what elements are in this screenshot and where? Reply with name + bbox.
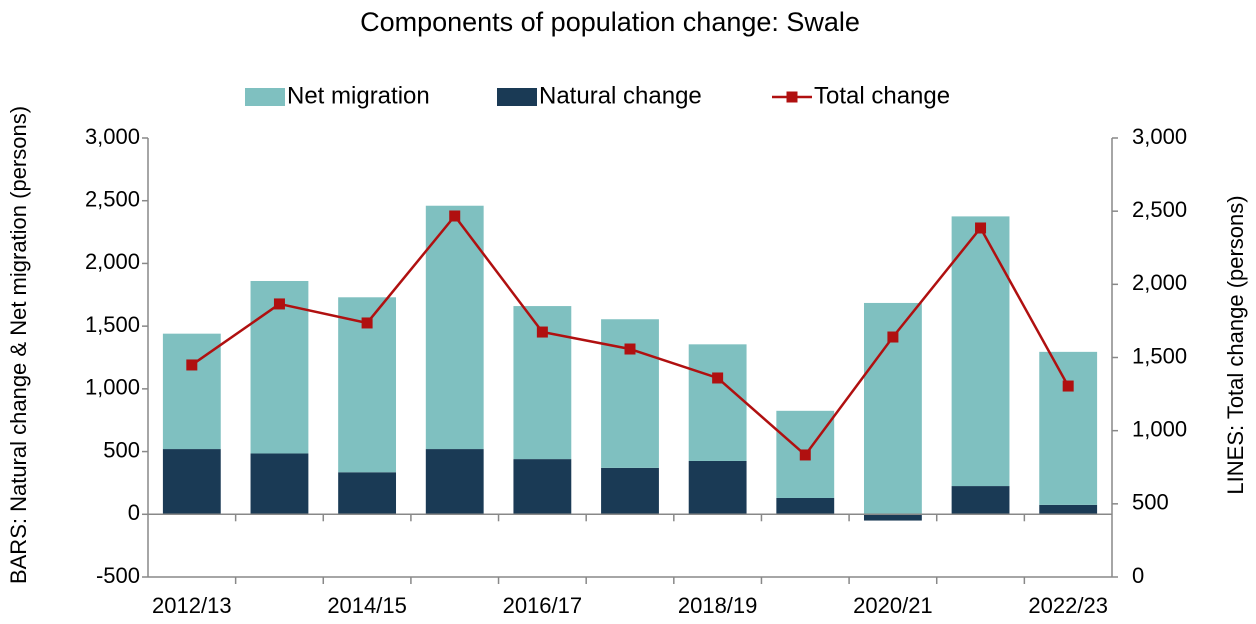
y-axis-title: BARS: Natural change & Net migration (pe…	[6, 106, 31, 584]
bar	[601, 467, 659, 515]
bar	[1039, 504, 1098, 515]
x-tick-label: 2022/23	[1028, 593, 1108, 618]
line-marker	[361, 317, 373, 329]
y-tick-label: 500	[103, 437, 140, 462]
line-marker	[887, 331, 899, 343]
line-marker	[624, 343, 636, 355]
bar	[425, 205, 484, 450]
y-tick-label: 3,000	[85, 124, 140, 149]
legend-swatch	[786, 91, 798, 103]
y-tick-label: 1,500	[85, 312, 140, 337]
legend-label: Net migration	[287, 82, 430, 109]
bar	[863, 514, 922, 521]
y2-axis-title: LINES: Total change (persons)	[1223, 195, 1248, 494]
y2-tick-label: 1,500	[1132, 343, 1187, 368]
bar	[601, 319, 659, 468]
bar	[162, 449, 221, 515]
bar	[250, 453, 309, 515]
bar	[688, 460, 747, 515]
legend-swatch	[245, 88, 285, 106]
y-tick-label: 1,000	[85, 375, 140, 400]
bar	[425, 449, 484, 515]
legend-swatch	[497, 88, 537, 106]
line-marker	[273, 298, 285, 310]
y-tick-label: 2,500	[85, 187, 140, 212]
bar	[776, 497, 835, 515]
x-tick-label: 2014/15	[327, 593, 407, 618]
y2-tick-label: 0	[1132, 563, 1144, 588]
x-tick-label: 2016/17	[503, 593, 583, 618]
line-marker	[1062, 380, 1074, 392]
y2-tick-label: 3,000	[1132, 124, 1187, 149]
line-marker	[449, 210, 461, 222]
legend-label: Total change	[814, 82, 950, 109]
bar	[951, 216, 1010, 487]
y2-tick-label: 1,000	[1132, 416, 1187, 441]
bar	[1039, 351, 1098, 505]
line-marker	[536, 326, 548, 338]
y2-tick-label: 2,500	[1132, 197, 1187, 222]
line-marker	[712, 372, 724, 384]
legend-label: Natural change	[539, 82, 702, 109]
bar	[951, 486, 1010, 515]
line-marker	[799, 449, 811, 461]
y-tick-label: -500	[96, 563, 140, 588]
bar	[250, 280, 309, 454]
y2-tick-label: 500	[1132, 490, 1169, 515]
y-tick-label: 0	[128, 500, 140, 525]
y2-tick-label: 2,000	[1132, 270, 1187, 295]
x-tick-label: 2012/13	[152, 593, 232, 618]
bar	[688, 344, 747, 461]
x-tick-label: 2018/19	[678, 593, 758, 618]
line-marker	[186, 359, 198, 371]
bar	[338, 472, 397, 515]
bar	[513, 459, 572, 515]
x-tick-label: 2020/21	[853, 593, 933, 618]
y-tick-label: 2,000	[85, 249, 140, 274]
chart-title: Components of population change: Swale	[360, 7, 860, 37]
line-marker	[975, 222, 987, 234]
